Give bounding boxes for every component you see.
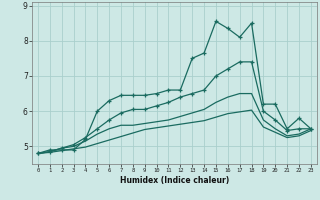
X-axis label: Humidex (Indice chaleur): Humidex (Indice chaleur)	[120, 176, 229, 185]
